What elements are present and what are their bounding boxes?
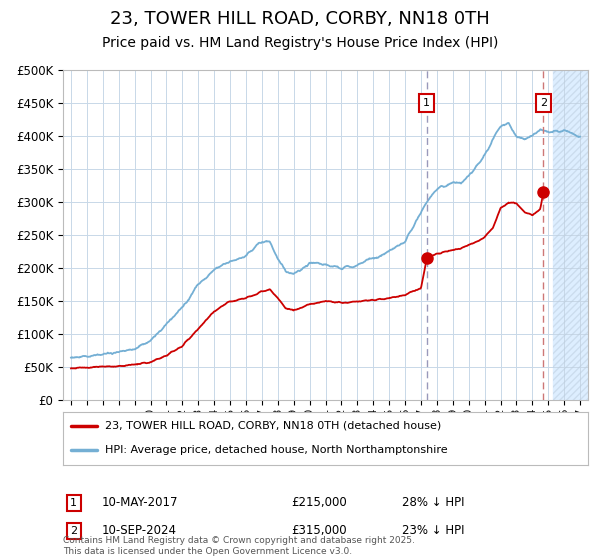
Text: £315,000: £315,000 [291,524,347,538]
Text: HPI: Average price, detached house, North Northamptonshire: HPI: Average price, detached house, Nort… [105,445,448,455]
Bar [553,70,588,400]
Text: 23, TOWER HILL ROAD, CORBY, NN18 0TH: 23, TOWER HILL ROAD, CORBY, NN18 0TH [110,10,490,28]
Text: 28% ↓ HPI: 28% ↓ HPI [402,496,464,510]
Text: £215,000: £215,000 [291,496,347,510]
Text: 1: 1 [70,498,77,508]
Text: 10-MAY-2017: 10-MAY-2017 [102,496,179,510]
Bar [553,70,588,400]
Text: 2: 2 [70,526,77,536]
Text: Price paid vs. HM Land Registry's House Price Index (HPI): Price paid vs. HM Land Registry's House … [102,36,498,50]
Text: Contains HM Land Registry data © Crown copyright and database right 2025.
This d: Contains HM Land Registry data © Crown c… [63,536,415,556]
Text: 23, TOWER HILL ROAD, CORBY, NN18 0TH (detached house): 23, TOWER HILL ROAD, CORBY, NN18 0TH (de… [105,421,441,431]
Text: 1: 1 [423,98,430,108]
Text: 2: 2 [540,98,547,108]
Text: 10-SEP-2024: 10-SEP-2024 [102,524,177,538]
Text: 23% ↓ HPI: 23% ↓ HPI [402,524,464,538]
